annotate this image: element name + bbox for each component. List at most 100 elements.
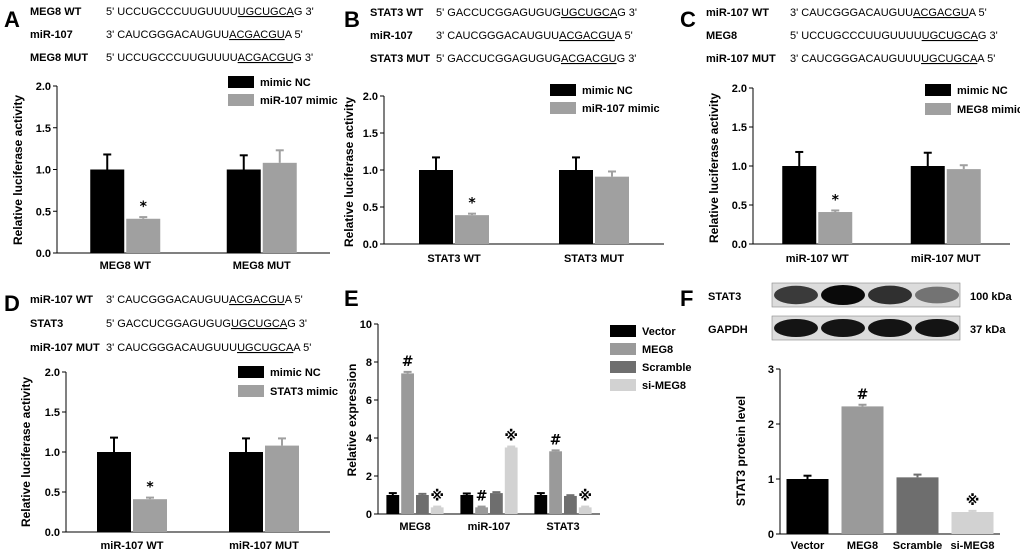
legend-label: si-MEG8 — [642, 380, 686, 392]
legend-swatch — [925, 103, 951, 115]
legend-swatch — [238, 366, 264, 378]
y-tick-label: 1.5 — [45, 407, 60, 419]
y-tick-label: 10 — [360, 319, 372, 331]
sequence-prefix: 5' GACCUCGGAGUGUG — [106, 318, 231, 330]
sequence-suffix: G 3' — [617, 7, 637, 19]
legend-label: mimic NC — [957, 85, 1008, 97]
blot-protein-label: STAT3 — [708, 291, 741, 303]
y-tick-label: 0.5 — [36, 206, 51, 218]
y-tick-label: 1.5 — [363, 128, 378, 140]
blot-band — [915, 286, 959, 304]
bar — [226, 169, 261, 253]
y-tick-label: 0.5 — [732, 200, 747, 212]
sequence-text: 5' UCCUGCCCUUGUUUUACGACGUG 3' — [106, 52, 313, 64]
sequence-label: STAT3 — [30, 318, 63, 330]
sequence-binding-site: ACGACGU — [229, 29, 285, 41]
y-tick-label: 1.5 — [36, 123, 51, 135]
bar — [782, 166, 817, 244]
sequence-prefix: 5' GACCUCGGAGUGUG — [436, 7, 561, 19]
x-tick-label: miR-107 WT — [786, 253, 849, 265]
bar — [126, 218, 161, 253]
sequence-label: miR-107 MUT — [30, 342, 100, 354]
y-tick-label: 2.0 — [732, 83, 747, 95]
bar — [559, 170, 593, 244]
significance-marker: * — [468, 196, 476, 212]
bar — [490, 493, 503, 514]
significance-marker: * — [832, 192, 840, 208]
y-tick-label: 0.5 — [363, 202, 378, 214]
y-tick-label: 1.5 — [732, 122, 747, 134]
sequence-suffix: A 5' — [293, 342, 311, 354]
sequence-text: 3' CAUCGGGACAUGUUUUGCUGCAA 5' — [106, 342, 311, 354]
sequence-label: MEG8 — [706, 30, 737, 42]
bar — [401, 373, 414, 514]
sequence-suffix: G 3' — [294, 6, 314, 18]
legend-swatch — [228, 94, 254, 106]
y-axis-label: Relative expression — [345, 364, 359, 477]
bar — [419, 170, 453, 244]
sequence-binding-site: UGCUGCA — [238, 6, 295, 18]
bar — [265, 445, 299, 532]
bar — [262, 162, 297, 253]
significance-marker: ※ — [430, 489, 444, 505]
sequence-text: 5' GACCUCGGAGUGUGACGACGUG 3' — [436, 53, 636, 65]
y-tick-label: 3 — [768, 364, 774, 376]
legend-swatch — [610, 325, 636, 337]
blot-protein-label: GAPDH — [708, 324, 748, 336]
y-tick-label: 1.0 — [363, 165, 378, 177]
blot-band — [915, 319, 959, 337]
sequence-binding-site: ACGACGU — [913, 7, 969, 19]
legend-label: mimic NC — [582, 85, 633, 97]
y-tick-label: 1 — [768, 474, 774, 486]
y-tick-label: 0.0 — [732, 239, 747, 251]
bar — [549, 451, 562, 514]
legend-swatch — [238, 385, 264, 397]
panel-letter-d: D — [4, 291, 20, 316]
sequence-row: MEG8 5' UCCUGCCCUUGUUUUUGCUGCAG 3' — [706, 30, 998, 42]
sequence-label: MEG8 MUT — [30, 52, 88, 64]
panel-letter-e: E — [344, 286, 359, 311]
bar — [229, 452, 263, 532]
y-tick-label: 0.5 — [45, 487, 60, 499]
sequence-text: 3' CAUCGGGACAUGUUACGACGUA 5' — [106, 29, 303, 41]
blot-band — [868, 319, 912, 337]
x-tick-label: MEG8 — [847, 540, 878, 552]
sequence-prefix: 3' CAUCGGGACAUGUU — [436, 30, 559, 42]
sequence-label: STAT3 MUT — [370, 53, 430, 65]
legend: mimic NC STAT3 mimic — [238, 366, 338, 398]
y-tick-label: 0 — [366, 509, 372, 521]
sequence-suffix: A 5' — [285, 29, 303, 41]
sequence-binding-site: UGCUGCA — [921, 53, 978, 65]
legend-swatch — [610, 379, 636, 391]
legend-swatch — [925, 84, 951, 96]
sequence-label: miR-107 — [370, 30, 413, 42]
y-tick-label: 0.0 — [45, 527, 60, 539]
legend-label: MEG8 — [642, 344, 673, 356]
blot-band — [774, 285, 818, 305]
y-tick-label: 6 — [366, 395, 372, 407]
legend-label: mimic NC — [260, 77, 311, 89]
significance-marker: * — [146, 480, 154, 496]
y-tick-label: 4 — [366, 433, 373, 445]
bar — [97, 452, 131, 532]
bar — [455, 215, 489, 244]
bar — [818, 212, 853, 244]
significance-marker: # — [550, 432, 562, 448]
bar — [416, 495, 429, 514]
sequence-row: miR-107 WT 3' CAUCGGGACAUGUUACGACGUA 5' — [30, 294, 303, 306]
sequence-binding-site: UGCUGCA — [922, 30, 979, 42]
sequence-text: 3' CAUCGGGACAUGUUACGACGUA 5' — [790, 7, 987, 19]
sequence-label: MEG8 WT — [30, 6, 82, 18]
sequence-prefix: 3' CAUCGGGACAUGUUU — [106, 342, 237, 354]
sequence-binding-site: ACGACGU — [229, 294, 285, 306]
sequence-binding-site: ACGACGU — [238, 52, 294, 64]
bar — [896, 477, 939, 534]
x-tick-label: miR-107 — [468, 521, 511, 533]
bar — [90, 169, 125, 253]
sequence-row: miR-107 3' CAUCGGGACAUGUUACGACGUA 5' — [30, 29, 303, 41]
legend: mimic NC miR-107 mimic — [228, 76, 338, 107]
significance-marker: # — [857, 387, 869, 403]
legend-label: Vector — [642, 326, 676, 338]
sequence-row: STAT3 WT 5' GACCUCGGAGUGUGUGCUGCAG 3' — [370, 7, 637, 19]
